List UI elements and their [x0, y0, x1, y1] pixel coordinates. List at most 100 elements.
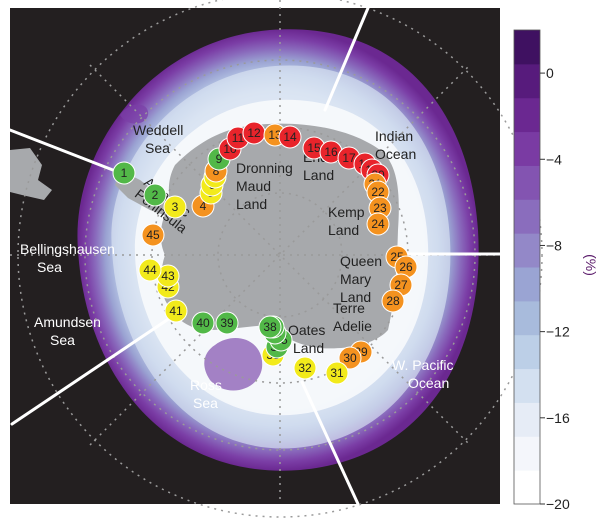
colorbar-band	[514, 199, 540, 234]
colorbar-band	[514, 30, 540, 65]
site-number: 13	[268, 128, 282, 142]
site-marker-31: 31	[325, 361, 349, 385]
label-wpacific-ocean: W. Pacific Ocean	[392, 357, 453, 391]
label-dronning-maud-land: Dronning Maud Land	[236, 160, 293, 212]
south-america-landmass	[10, 148, 52, 200]
site-number: 38	[263, 320, 277, 334]
label-kemp-land: Kemp Land	[328, 204, 365, 238]
site-marker-32: 32	[293, 356, 317, 380]
label-indian-ocean: Indian Ocean	[375, 128, 416, 162]
colorbar-bands	[514, 30, 540, 505]
site-marker-12: 12	[242, 121, 266, 145]
site-circle	[366, 212, 390, 236]
site-marker-45: 45	[141, 223, 165, 247]
site-number: 16	[324, 145, 338, 159]
site-number: 9	[216, 152, 223, 166]
colorbar-band	[514, 97, 540, 133]
colorbar-band	[514, 334, 540, 370]
colorbar-tick-label: −8	[546, 237, 562, 253]
site-marker-40: 40	[191, 311, 215, 335]
colorbar-band	[514, 63, 540, 99]
site-number: 14	[283, 130, 297, 144]
site-number: 12	[247, 126, 261, 140]
colorbar-band	[514, 368, 540, 403]
site-marker-38: 38	[258, 315, 282, 339]
site-number: 32	[298, 361, 312, 375]
colorbar-band	[514, 402, 540, 437]
label-amundsen-sea: Amundsen Sea	[34, 314, 101, 348]
colorbar-tick-label: −20	[546, 496, 570, 512]
site-number: 41	[169, 304, 183, 318]
site-circle	[215, 311, 239, 335]
site-number: 39	[220, 316, 234, 330]
sea-labels: Bellingshausen Sea Amundsen Sea W. Pacific…	[20, 241, 453, 411]
label-bellingshausen-sea: Bellingshausen Sea	[20, 241, 115, 275]
site-number: 1	[121, 166, 128, 180]
site-number: 30	[343, 351, 357, 365]
site-marker-2: 2	[143, 183, 167, 207]
site-number: 4	[200, 199, 207, 213]
colorbar-frame	[513, 29, 541, 505]
label-terre-adelie: Terre Adelie	[333, 300, 372, 334]
site-number: 22	[371, 185, 385, 199]
site-circle	[258, 315, 282, 339]
site-circle	[278, 125, 302, 149]
site-circle	[338, 346, 362, 370]
site-marker-16: 16	[319, 140, 343, 164]
colorbar-band	[514, 131, 540, 166]
site-number: 17	[342, 151, 356, 165]
site-number: 11	[232, 131, 245, 145]
site-number: 23	[373, 201, 387, 215]
label-ross-sea: Ross Sea	[190, 377, 222, 411]
site-marker-1: 1	[112, 161, 136, 185]
colorbar-band	[514, 233, 540, 268]
colorbar-unit: (%)	[583, 254, 599, 276]
colorbar-tick-label: −4	[546, 151, 562, 167]
site-marker-41: 41	[164, 299, 188, 323]
colorbar-band	[514, 165, 540, 200]
ross-sea-purple-patch	[204, 338, 263, 391]
site-circle	[325, 361, 349, 385]
site-circle	[191, 311, 215, 335]
site-markers: 1234567891011121314151617181920212223242…	[112, 121, 418, 385]
site-number: 44	[143, 263, 157, 277]
site-number: 26	[399, 260, 413, 274]
colorbar-ticks: 0 −4 −8 −12 −16 −20	[540, 65, 570, 512]
label-weddell-sea: Weddell Sea	[133, 122, 183, 156]
site-marker-3: 3	[163, 195, 187, 219]
site-circle	[143, 183, 167, 207]
site-marker-44: 44	[138, 258, 162, 282]
site-circle	[112, 161, 136, 185]
longitude-gridlines	[10, 0, 500, 504]
colorbar-tick-label: −16	[546, 410, 570, 426]
site-marker-26: 26	[394, 255, 418, 279]
site-number: 45	[146, 228, 160, 242]
site-number: 24	[371, 217, 385, 231]
site-number: 8	[213, 164, 220, 178]
sector-boundaries	[8, 6, 502, 506]
site-number: 43	[161, 269, 175, 283]
site-circle	[141, 223, 165, 247]
label-oates-land: Oates Land	[288, 322, 325, 356]
site-circle	[293, 356, 317, 380]
label-queen-mary-land: Queen Mary Land	[340, 253, 382, 305]
site-marker-43: 43	[156, 264, 180, 288]
colorbar: 0 −4 −8 −12 −16 −20 (%)	[513, 29, 599, 512]
site-number: 3	[172, 200, 179, 214]
site-circle	[164, 299, 188, 323]
colorbar-tick-label: −12	[546, 324, 570, 340]
site-number: 2	[152, 188, 159, 202]
site-circle	[163, 195, 187, 219]
site-marker-28: 28	[381, 289, 405, 313]
site-marker-14: 14	[278, 125, 302, 149]
colorbar-band	[514, 267, 540, 302]
site-marker-24: 24	[366, 212, 390, 236]
site-number: 15	[307, 141, 321, 155]
site-marker-30: 30	[338, 346, 362, 370]
colorbar-band	[514, 470, 540, 505]
colorbar-tick-label: 0	[546, 65, 554, 81]
colorbar-band	[514, 300, 540, 336]
colorbar-band	[514, 436, 540, 471]
site-marker-39: 39	[215, 311, 239, 335]
